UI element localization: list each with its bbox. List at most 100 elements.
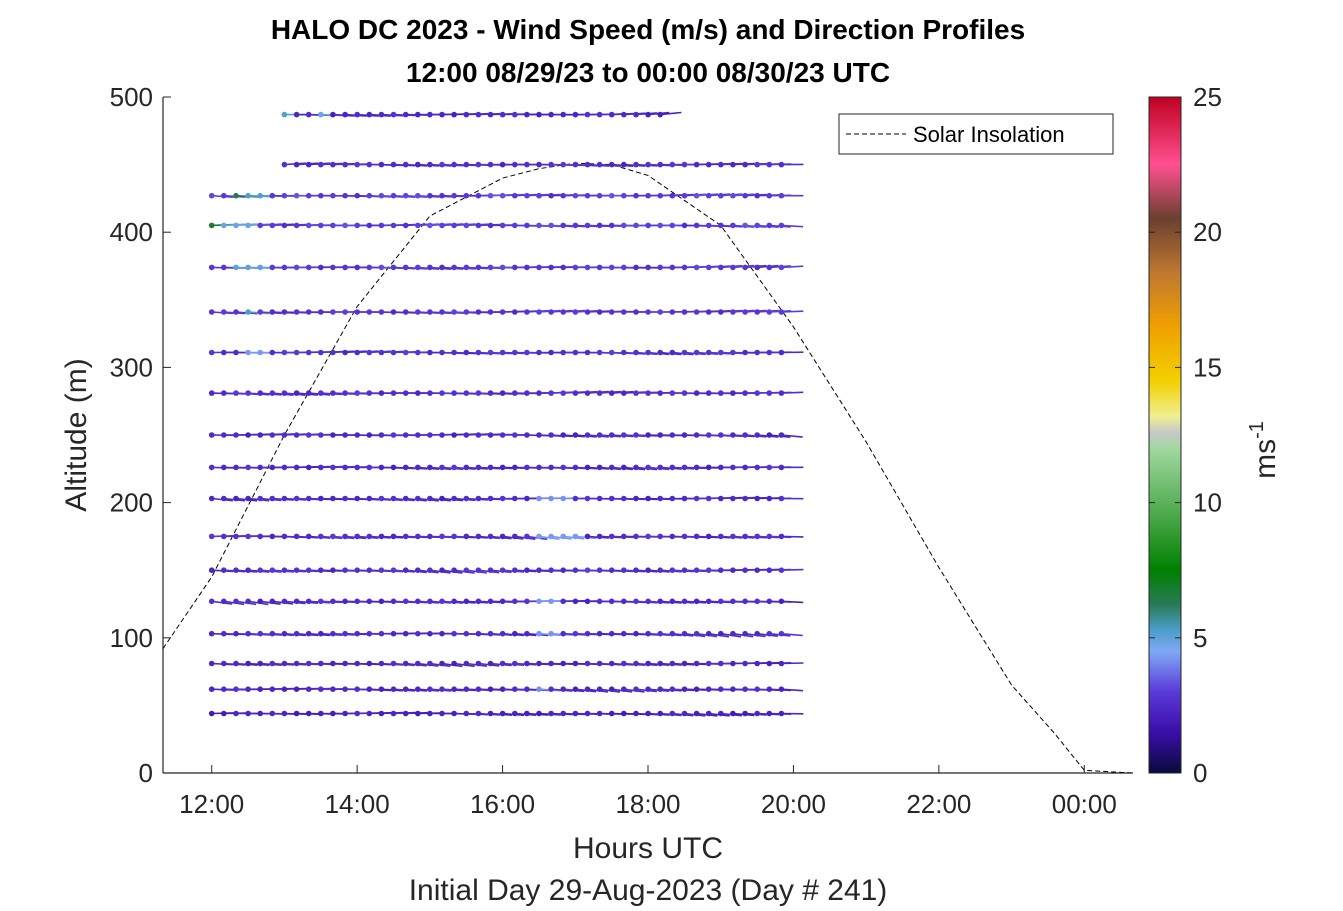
wind-barb-point <box>584 464 591 471</box>
wind-barb-point <box>439 686 445 692</box>
wind-barb-point <box>390 432 397 438</box>
wind-barb-point <box>766 533 773 540</box>
wind-barb-point <box>415 686 421 692</box>
wind-barb-point <box>633 710 639 717</box>
wind-barb-point <box>354 222 361 229</box>
wind-barb-point <box>742 192 748 199</box>
wind-barb-point <box>439 630 445 637</box>
colorbar-tick-label: 20 <box>1193 217 1222 247</box>
wind-barb-point <box>657 390 663 396</box>
wind-barb-point <box>718 710 724 717</box>
wind-barb-point <box>415 630 421 637</box>
wind-barb-point <box>233 567 239 573</box>
wind-barb-point <box>415 464 421 471</box>
wind-barb-point <box>366 309 373 315</box>
wind-barb-point <box>318 264 324 271</box>
wind-barb-point <box>402 686 409 692</box>
wind-barb-point <box>657 349 663 356</box>
wind-barb-point <box>463 533 470 540</box>
wind-barb-point <box>305 432 312 438</box>
wind-barb-shaft <box>781 265 804 269</box>
wind-barb-point <box>330 464 336 471</box>
wind-barb-point <box>705 432 712 438</box>
wind-barb-point <box>584 660 591 667</box>
wind-barb-point <box>378 390 385 396</box>
wind-barb-point <box>257 309 264 315</box>
wind-barb-point <box>572 660 579 667</box>
wind-barb-point <box>390 710 397 717</box>
wind-barb-point <box>548 495 554 502</box>
wind-barb-point <box>378 464 385 471</box>
wind-barb-point <box>669 309 676 315</box>
wind-barb-point <box>681 264 688 271</box>
wind-barb-point <box>354 390 361 396</box>
wind-barb-point <box>730 349 736 356</box>
wind-barb-point <box>536 660 542 667</box>
wind-barb-point <box>608 533 615 540</box>
wind-barb-point <box>342 567 348 573</box>
wind-barb-point <box>778 309 785 315</box>
wind-barb-point <box>596 349 603 356</box>
wind-barb-point <box>536 598 542 605</box>
wind-barb-point <box>451 349 457 356</box>
wind-barb-point <box>390 630 397 637</box>
wind-barb-point <box>233 390 239 396</box>
wind-barb-point <box>499 349 506 356</box>
wind-barb-point <box>621 111 627 118</box>
wind-barb-point <box>245 464 251 471</box>
wind-barb-point <box>778 686 785 692</box>
wind-barb-point <box>402 192 409 199</box>
wind-barb-point <box>208 630 215 637</box>
wind-barb-point <box>233 686 239 692</box>
wind-barb-point <box>305 222 312 229</box>
wind-barb-point <box>718 660 724 667</box>
wind-barb-point <box>330 111 336 118</box>
wind-barb-point <box>560 161 566 168</box>
wind-barb-point <box>742 598 748 605</box>
chart-title: HALO DC 2023 - Wind Speed (m/s) and Dire… <box>271 14 1025 45</box>
wind-barb-point <box>487 161 494 168</box>
wind-barb-point <box>718 630 724 637</box>
wind-barb-point <box>730 264 736 271</box>
wind-barb-point <box>378 630 385 637</box>
wind-barb-point <box>366 710 373 717</box>
wind-barb-point <box>778 710 785 717</box>
wind-barb-point <box>245 390 251 396</box>
wind-barb-point <box>596 432 603 438</box>
wind-barb-point <box>524 660 530 667</box>
wind-barb-point <box>221 567 227 573</box>
wind-barb-point <box>633 495 639 502</box>
wind-barb-point <box>560 264 566 271</box>
wind-barb-point <box>742 533 748 540</box>
wind-barb-point <box>499 390 506 396</box>
wind-barb-point <box>754 222 760 229</box>
wind-barb-point <box>693 598 700 605</box>
wind-barb-point <box>778 264 785 271</box>
wind-barb-point <box>681 660 688 667</box>
wind-barb-point <box>378 598 385 605</box>
wind-barb-point <box>487 660 494 667</box>
wind-barb-point <box>439 264 445 271</box>
wind-barb-point <box>657 710 663 717</box>
wind-barb-point <box>427 567 433 573</box>
wind-barb-point <box>596 533 603 540</box>
wind-barb-point <box>669 161 676 168</box>
wind-barb-point <box>463 264 470 271</box>
wind-barb-point <box>451 432 457 438</box>
wind-barb-point <box>730 309 736 315</box>
wind-barb-point <box>693 222 700 229</box>
wind-barb-point <box>669 598 676 605</box>
wind-barb-point <box>427 222 433 229</box>
wind-barb-point <box>402 464 409 471</box>
wind-barb-point <box>402 390 409 396</box>
wind-barb-point <box>560 222 566 229</box>
wind-barb-point <box>681 349 688 356</box>
wind-barb-point <box>766 660 773 667</box>
colorbar: 0 5 10 15 20 25 ms-1 <box>1148 82 1282 788</box>
wind-barb-point <box>512 495 518 502</box>
wind-barb-shaft <box>781 688 804 692</box>
wind-barb-point <box>524 533 530 540</box>
wind-barb-point <box>402 111 409 118</box>
wind-barb-point <box>633 349 639 356</box>
wind-barb-point <box>305 710 312 717</box>
